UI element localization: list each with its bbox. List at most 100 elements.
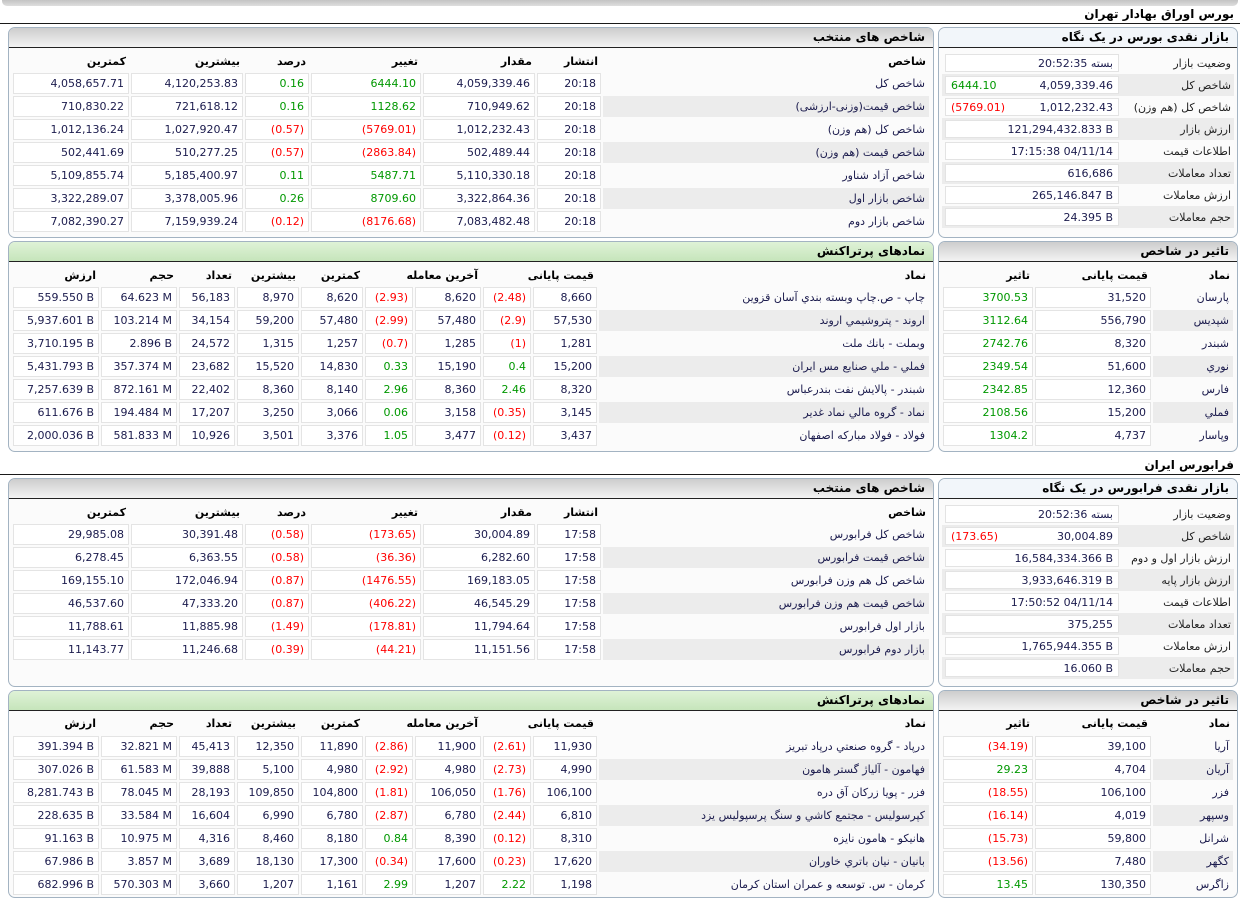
- index-high: 3,378,005.96: [131, 188, 243, 209]
- impact-symbol[interactable]: شرانل: [1153, 828, 1233, 849]
- active-symbol[interactable]: شبندر - پالايش نفت بندرعباس: [599, 379, 929, 400]
- index-name[interactable]: شاخص قیمت هم وزن فرابورس: [603, 593, 929, 614]
- glance-extra-value: (5769.01): [951, 101, 1005, 114]
- active-last-percent: 1.05: [365, 425, 413, 446]
- active-header-row: نماد قیمت پایانی آخرین معامله کمترین بیش…: [13, 265, 929, 285]
- index-name[interactable]: شاخص قیمت(وزنی-ارزشی): [603, 96, 929, 117]
- index-name[interactable]: شاخص قیمت (هم وزن): [603, 142, 929, 163]
- index-publish-time: 20:18: [537, 165, 601, 186]
- index-name[interactable]: شاخص آزاد شناور: [603, 165, 929, 186]
- active-symbol[interactable]: فملي - ملي صنايع مس ايران: [599, 356, 929, 377]
- glance-row: ارزش بازار پایه 3,933,646.319 B: [942, 569, 1234, 591]
- glance-label: تعداد معاملات: [1119, 167, 1231, 180]
- impact-value: (16.14): [943, 805, 1033, 826]
- column-header-volume: حجم: [101, 714, 177, 734]
- active-close-percent: (1): [483, 333, 531, 354]
- active-symbol[interactable]: درپاد - گروه صنعتي درپاد تبريز: [599, 736, 929, 757]
- index-row: شاخص بازار دوم 20:18 7,083,482.48 (8176.…: [13, 211, 929, 232]
- impact-panel-title: تاثیر در شاخص: [939, 242, 1237, 262]
- index-name[interactable]: شاخص کل: [603, 73, 929, 94]
- active-symbol[interactable]: فهامون - آلياژ گستر هامون: [599, 759, 929, 780]
- indices-table-wrap: شاخص انتشار مقدار تغییر درصد بیشترین کمت…: [9, 499, 933, 686]
- active-symbol[interactable]: كپرسوليس - مجتمع كاشي و سنگ پرسپوليس يزد: [599, 805, 929, 826]
- glance-value: 17:50:52 04/11/14: [1011, 596, 1113, 609]
- impact-symbol[interactable]: نوري: [1153, 356, 1233, 377]
- impact-header-row: نماد قیمت پایانی تاثیر: [943, 265, 1233, 285]
- active-symbol[interactable]: كرمان - س. توسعه و عمران استان كرمان: [599, 874, 929, 895]
- impact-symbol[interactable]: شبندر: [1153, 333, 1233, 354]
- impact-symbol[interactable]: زاگرس: [1153, 874, 1233, 895]
- active-last-percent: 0.84: [365, 828, 413, 849]
- glance-extra-value: 6444.10: [951, 79, 997, 92]
- index-name[interactable]: شاخص بازار اول: [603, 188, 929, 209]
- column-header-high: بیشترین: [237, 265, 299, 285]
- index-name[interactable]: بازار دوم فرابورس: [603, 639, 929, 660]
- active-row: درپاد - گروه صنعتي درپاد تبريز 11,930 (2…: [13, 736, 929, 757]
- impact-close-price: 8,320: [1035, 333, 1151, 354]
- index-row: شاخص آزاد شناور 20:18 5,110,330.18 5487.…: [13, 165, 929, 186]
- glance-label: ارزش بازار پایه: [1119, 574, 1231, 587]
- impact-symbol[interactable]: فارس: [1153, 379, 1233, 400]
- glance-value-box: 375,255: [945, 615, 1119, 633]
- active-symbol[interactable]: چاپ - ص.چاپ وبسته بندي آسان قزوين: [599, 287, 929, 308]
- index-row: شاخص قیمت (هم وزن) 20:18 502,489.44 (286…: [13, 142, 929, 163]
- index-value: 30,004.89: [423, 524, 535, 545]
- impact-close-price: 4,737: [1035, 425, 1151, 446]
- impact-symbol[interactable]: فملي: [1153, 402, 1233, 423]
- column-header-impact: تاثیر: [943, 265, 1033, 285]
- index-name[interactable]: بازار اول فرابورس: [603, 616, 929, 637]
- active-high: 15,520: [237, 356, 299, 377]
- index-high: 4,120,253.83: [131, 73, 243, 94]
- active-last-percent: 2.99: [365, 874, 413, 895]
- active-count: 34,154: [179, 310, 235, 331]
- impact-close-price: 15,200: [1035, 402, 1151, 423]
- impact-value: 2342.85: [943, 379, 1033, 400]
- index-name[interactable]: شاخص قیمت فرابورس: [603, 547, 929, 568]
- column-header-impact: تاثیر: [943, 714, 1033, 734]
- active-close-price: 15,200: [533, 356, 597, 377]
- active-high: 18,130: [237, 851, 299, 872]
- active-symbol[interactable]: اروند - پتروشيمي اروند: [599, 310, 929, 331]
- active-high: 3,501: [237, 425, 299, 446]
- index-row: شاخص قیمت فرابورس 17:58 6,282.60 (36.36)…: [13, 547, 929, 568]
- index-high: 1,027,920.47: [131, 119, 243, 140]
- impact-symbol[interactable]: آريان: [1153, 759, 1233, 780]
- index-high: 6,363.55: [131, 547, 243, 568]
- impact-symbol[interactable]: وسپهر: [1153, 805, 1233, 826]
- impact-symbol[interactable]: فزر: [1153, 782, 1233, 803]
- index-low: 1,012,136.24: [13, 119, 129, 140]
- impact-row: آريا 39,100 (34.19): [943, 736, 1233, 757]
- column-header-close: قیمت پایانی: [483, 265, 597, 285]
- active-symbol[interactable]: بانيان - نيان باتري خاوران: [599, 851, 929, 872]
- impact-symbol[interactable]: وپاسار: [1153, 425, 1233, 446]
- active-close-percent: (2.44): [483, 805, 531, 826]
- active-symbol[interactable]: نماد - گروه مالي نماد غدير: [599, 402, 929, 423]
- index-row: شاخص قیمت هم وزن فرابورس 17:58 46,545.29…: [13, 593, 929, 614]
- active-volume: 872.161 M: [101, 379, 177, 400]
- impact-symbol[interactable]: كگهر: [1153, 851, 1233, 872]
- index-name[interactable]: شاخص بازار دوم: [603, 211, 929, 232]
- impact-symbol[interactable]: پارسان: [1153, 287, 1233, 308]
- active-value: 7,257.639 B: [13, 379, 99, 400]
- impact-symbol[interactable]: آريا: [1153, 736, 1233, 757]
- column-header-percent: درصد: [245, 51, 309, 71]
- index-publish-time: 20:18: [537, 96, 601, 117]
- impact-close-price: 106,100: [1035, 782, 1151, 803]
- active-symbol[interactable]: هانيكو - هامون نايزه: [599, 828, 929, 849]
- active-symbol[interactable]: وبملت - بانك ملت: [599, 333, 929, 354]
- index-publish-time: 20:18: [537, 142, 601, 163]
- active-close-price: 4,990: [533, 759, 597, 780]
- glance-rows: وضعیت بازار بسته 20:52:35 شاخص کل 6444.1…: [939, 48, 1237, 237]
- impact-row: كگهر 7,480 (13.56): [943, 851, 1233, 872]
- glance-label: حجم معاملات: [1119, 662, 1231, 675]
- index-name[interactable]: شاخص کل فرابورس: [603, 524, 929, 545]
- active-count: 39,888: [179, 759, 235, 780]
- index-name[interactable]: شاخص کل هم وزن فرابورس: [603, 570, 929, 591]
- index-change: (5769.01): [311, 119, 421, 140]
- active-low: 4,980: [301, 759, 363, 780]
- active-symbol[interactable]: فزر - پويا زركان آق دره: [599, 782, 929, 803]
- column-header-high: بیشترین: [131, 502, 243, 522]
- index-name[interactable]: شاخص کل (هم وزن): [603, 119, 929, 140]
- impact-symbol[interactable]: شپديس: [1153, 310, 1233, 331]
- active-symbol[interactable]: فولاد - فولاد مباركه اصفهان: [599, 425, 929, 446]
